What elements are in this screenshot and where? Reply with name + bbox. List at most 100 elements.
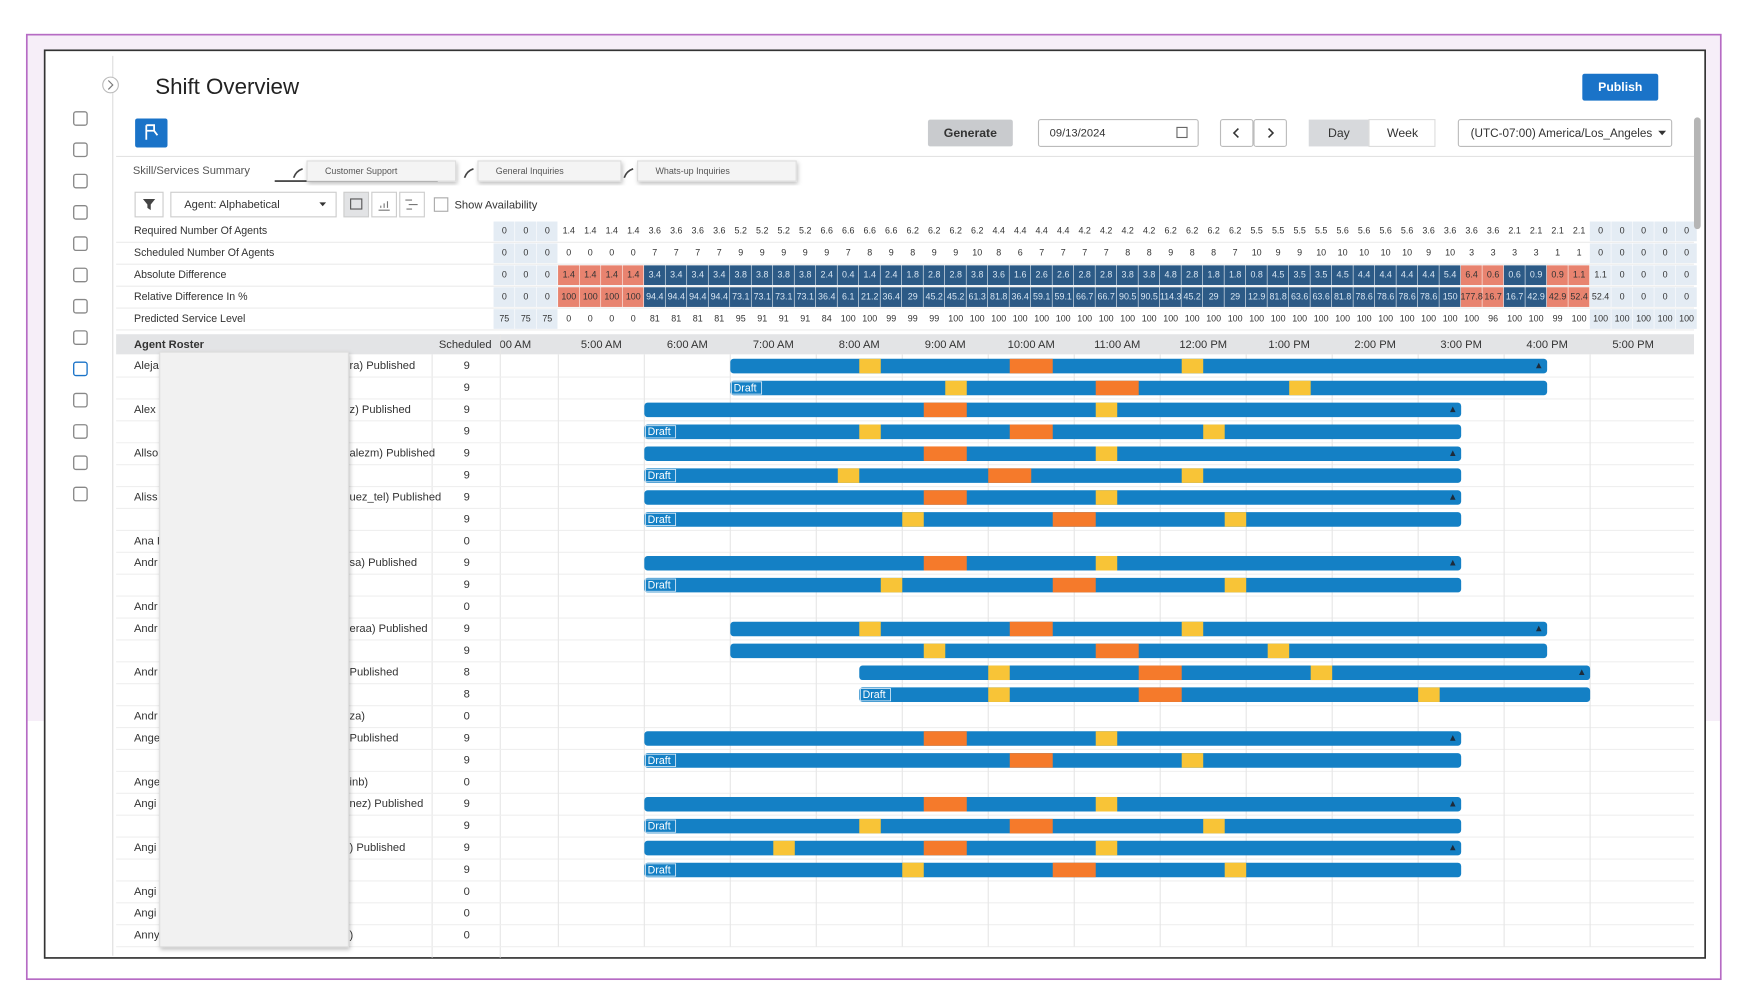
summary-value: 3.6	[713, 226, 725, 236]
timezone-select[interactable]	[1457, 119, 1673, 147]
summary-value: 0	[1620, 226, 1625, 236]
sidebar-icon[interactable]	[73, 392, 88, 408]
next-button[interactable]	[1253, 119, 1287, 147]
summary-cell	[1374, 287, 1396, 307]
sidebar-icon[interactable]	[73, 111, 88, 126]
skill-tab[interactable]	[637, 160, 797, 182]
shift-bar[interactable]	[644, 468, 1462, 483]
summary-value: 81	[693, 313, 703, 323]
sort-select[interactable]	[170, 191, 337, 218]
summary-cell	[1654, 265, 1676, 286]
hour-label: 1:00 PM	[1268, 339, 1310, 351]
scheduled-hours: 9	[464, 645, 470, 657]
summary-value: 2.1	[1508, 226, 1520, 236]
day-toggle[interactable]	[1308, 119, 1370, 147]
lunch-block	[1095, 380, 1139, 396]
scheduled-hours: 9	[464, 470, 470, 482]
break-block	[1095, 731, 1118, 746]
agent-name: Ange	[134, 732, 160, 744]
summary-cell	[773, 265, 794, 286]
shift-bar[interactable]	[644, 796, 1462, 812]
summary-value: 52.4	[1592, 291, 1609, 301]
summary-value: 150	[1443, 291, 1458, 301]
agent-status: Published	[350, 667, 399, 679]
skill-tab[interactable]	[306, 160, 457, 182]
action-button[interactable]	[135, 118, 168, 148]
page-title: Shift Overview	[155, 74, 300, 99]
break-block	[859, 424, 881, 440]
sidebar-icon[interactable]	[73, 298, 88, 314]
summary-value: 3.5	[1293, 270, 1305, 280]
shift-bar[interactable]	[644, 753, 1462, 768]
shift-bar[interactable]	[644, 446, 1462, 461]
scheduled-hours: 9	[464, 623, 470, 635]
summary-cell	[1396, 265, 1418, 286]
scheduled-hours: 9	[464, 426, 470, 438]
summary-cell	[944, 265, 966, 286]
sidebar-icon[interactable]	[73, 142, 88, 158]
summary-value: 0	[502, 270, 507, 280]
summary-value: 100	[1314, 313, 1329, 323]
summary-cell	[944, 287, 966, 307]
sidebar-icon[interactable]	[73, 330, 88, 345]
sidebar-icon[interactable]	[73, 486, 88, 502]
availability-checkbox[interactable]	[433, 197, 449, 212]
summary-cell	[536, 265, 558, 286]
summary-value: 73.1	[797, 291, 814, 301]
summary-tab[interactable]: Skill/Services Summary	[133, 165, 251, 177]
prev-button[interactable]	[1219, 119, 1254, 147]
sidebar-toggle[interactable]	[102, 76, 119, 94]
filter-button[interactable]	[134, 191, 164, 218]
summary-value: 3.4	[713, 270, 725, 280]
summary-cell	[1611, 287, 1633, 307]
summary-value: 7	[1039, 248, 1044, 258]
sidebar-icon[interactable]	[73, 173, 88, 189]
summary-value: 3.5	[1315, 270, 1327, 280]
generate-button[interactable]	[927, 119, 1013, 147]
summary-value: 0	[1598, 248, 1603, 258]
shift-bar[interactable]	[644, 555, 1462, 571]
published-icon	[1535, 625, 1542, 632]
gantt-view-button[interactable]	[399, 191, 425, 218]
summary-cell	[1331, 265, 1353, 286]
shift-bar[interactable]	[730, 621, 1548, 637]
shift-bar[interactable]	[644, 818, 1462, 834]
summary-cell	[1073, 287, 1095, 307]
scrollbar[interactable]	[1693, 117, 1701, 230]
summary-value: 6.2	[1229, 226, 1241, 236]
shift-bar[interactable]	[644, 840, 1462, 856]
shift-bar[interactable]	[859, 665, 1591, 681]
sidebar-icon[interactable]	[73, 361, 88, 377]
summary-value: 90.5	[1141, 291, 1158, 301]
sidebar-icon[interactable]	[73, 424, 88, 439]
shift-bar[interactable]	[644, 402, 1462, 418]
grid-view-button[interactable]	[343, 191, 370, 218]
shift-bar[interactable]	[730, 358, 1548, 374]
shift-bar[interactable]	[644, 490, 1462, 505]
sidebar-icon[interactable]	[73, 455, 88, 471]
shift-bar[interactable]	[859, 687, 1591, 702]
summary-cell	[1589, 265, 1611, 286]
sidebar-icon[interactable]	[73, 267, 88, 283]
summary-value: 5.4	[1444, 270, 1456, 280]
timezone-caret	[1658, 130, 1667, 136]
published-icon	[1449, 406, 1456, 413]
summary-cell	[1095, 287, 1117, 307]
summary-value: 100	[841, 313, 856, 323]
week-toggle[interactable]	[1368, 119, 1436, 147]
sidebar-icon[interactable]	[73, 236, 88, 252]
summary-cell	[816, 265, 837, 286]
agent-name: Angi	[134, 798, 156, 810]
summary-value: 0	[502, 248, 507, 258]
publish-button[interactable]	[1582, 73, 1659, 101]
shift-bar[interactable]	[644, 731, 1462, 746]
sidebar-icon[interactable]	[73, 205, 88, 220]
skill-tab[interactable]	[477, 160, 622, 182]
shift-bar[interactable]	[644, 424, 1462, 440]
summary-value: 2.1	[1530, 226, 1542, 236]
summary-value: 10	[1445, 248, 1455, 258]
date-input[interactable]	[1037, 119, 1199, 147]
blank-popup	[159, 351, 349, 948]
summary-value: 3.6	[1487, 226, 1499, 236]
summary-value: 10	[972, 248, 982, 258]
